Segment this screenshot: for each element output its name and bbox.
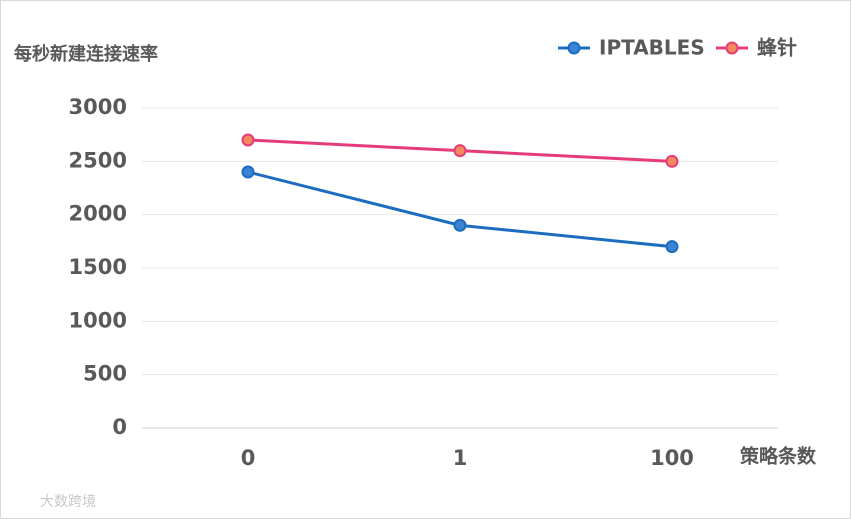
y-tick-label: 1000 [69, 308, 127, 332]
legend-label: 蜂针 [757, 36, 797, 60]
y-axis-title: 每秒新建连接速率 [14, 43, 158, 65]
data-point [241, 165, 255, 179]
data-point [241, 133, 255, 147]
legend-marker [567, 41, 581, 55]
x-tick-label: 0 [241, 446, 256, 470]
y-tick-label: 3000 [69, 95, 127, 119]
data-point [665, 240, 679, 254]
legend-label: IPTABLES [599, 36, 705, 60]
y-tick-label: 0 [112, 415, 127, 439]
x-axis-title: 策略条数 [740, 445, 817, 468]
data-point [453, 218, 467, 232]
x-tick-label: 100 [650, 446, 694, 470]
data-point [665, 154, 679, 168]
y-tick-label: 500 [83, 362, 127, 386]
y-tick-label: 2500 [69, 148, 127, 172]
legend-marker [725, 41, 739, 55]
data-point [453, 144, 467, 158]
watermark: 大数跨境 [40, 494, 96, 510]
y-tick-label: 2000 [69, 202, 127, 226]
y-tick-label: 1500 [69, 255, 127, 279]
x-tick-label: 1 [453, 446, 468, 470]
